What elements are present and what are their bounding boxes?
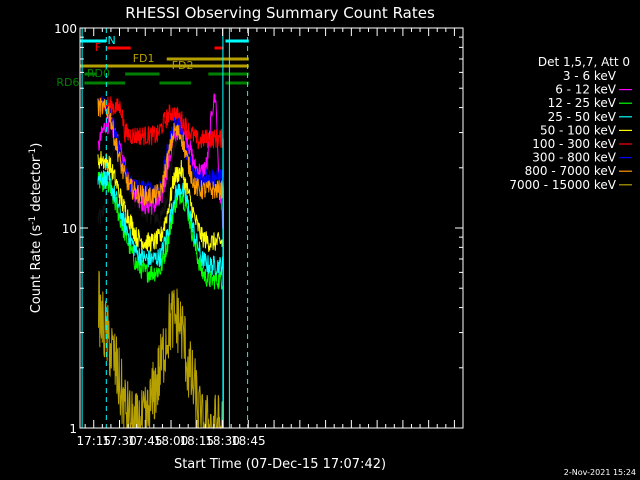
state-label-f: F bbox=[95, 41, 101, 54]
x-tick-label: 17:15 bbox=[76, 434, 111, 448]
series-line-800-7000-kev bbox=[97, 98, 224, 428]
y-axis-label: Count Rate (s-1 detector-1) bbox=[28, 143, 44, 314]
legend-label-12-25-kev: 12 - 25 keV bbox=[548, 96, 617, 110]
legend-label-50-100-kev: 50 - 100 keV bbox=[540, 123, 617, 137]
y-axis-label-main: Count Rate (s bbox=[29, 225, 44, 314]
series-line-7000-15000-kev bbox=[98, 270, 224, 430]
state-label-rd0: RD0 bbox=[87, 67, 110, 80]
axes: 1 10 100 17:1517:3017:4518:0018:1518:3018:4… bbox=[54, 22, 464, 448]
legend-label-6-12-kev: 6 - 12 keV bbox=[555, 83, 617, 97]
series-line-12-25-kev bbox=[97, 170, 224, 428]
time-markers bbox=[81, 28, 249, 428]
legend-header: Det 1,5,7, Att 0 bbox=[538, 55, 630, 69]
svg-text:Count Rate (s-1 detector-1): Count Rate (s-1 detector-1) bbox=[28, 143, 44, 314]
x-tick-label: 18:30 bbox=[205, 434, 240, 448]
state-label-fd1: FD1 bbox=[133, 52, 155, 65]
series-line-25-50-kev bbox=[97, 170, 224, 428]
state-label-n: N bbox=[108, 34, 116, 47]
legend-label-300-800-kev: 300 - 800 keV bbox=[532, 151, 616, 165]
x-tick-label: 18:15 bbox=[179, 434, 214, 448]
legend-label-25-50-kev: 25 - 50 keV bbox=[548, 110, 617, 124]
state-label-fd2: FD2 bbox=[172, 59, 194, 72]
x-tick-label: 17:30 bbox=[102, 434, 137, 448]
y-axis-label-sup2: -1 bbox=[28, 148, 38, 157]
legend-label-7000-15000-kev: 7000 - 15000 keV bbox=[509, 178, 616, 192]
x-tick-label: 18:45 bbox=[231, 434, 266, 448]
state-label-rd6: RD6 bbox=[56, 76, 79, 89]
series-line-100-300-kev bbox=[97, 96, 224, 428]
series-layer bbox=[97, 91, 224, 430]
series-line-50-100-kev bbox=[97, 151, 224, 428]
y-tick-label: 1 bbox=[69, 422, 77, 436]
x-tick-label: 18:00 bbox=[154, 434, 189, 448]
legend-label-800-7000-kev: 800 - 7000 keV bbox=[525, 164, 617, 178]
y-tick-label: 10 bbox=[62, 222, 77, 236]
footer-timestamp: 2-Nov-2021 15:24 bbox=[564, 468, 636, 477]
y-axis-label-end: ) bbox=[29, 143, 44, 148]
y-axis-label-sup: -1 bbox=[28, 216, 38, 225]
x-tick-label: 17:45 bbox=[128, 434, 163, 448]
legend-label-100-300-kev: 100 - 300 keV bbox=[532, 137, 616, 151]
x-axis-label: Start Time (07-Dec-15 17:07:42) bbox=[174, 457, 386, 472]
legend-label-3-6-kev: 3 - 6 keV bbox=[563, 69, 617, 83]
y-axis-label-tail: detector bbox=[29, 156, 44, 216]
y-tick-label: 100 bbox=[54, 22, 77, 36]
state-bars: NF FD1 FD2 RD0 RD6 bbox=[56, 34, 249, 89]
chart-title: RHESSI Observing Summary Count Rates bbox=[125, 4, 435, 22]
